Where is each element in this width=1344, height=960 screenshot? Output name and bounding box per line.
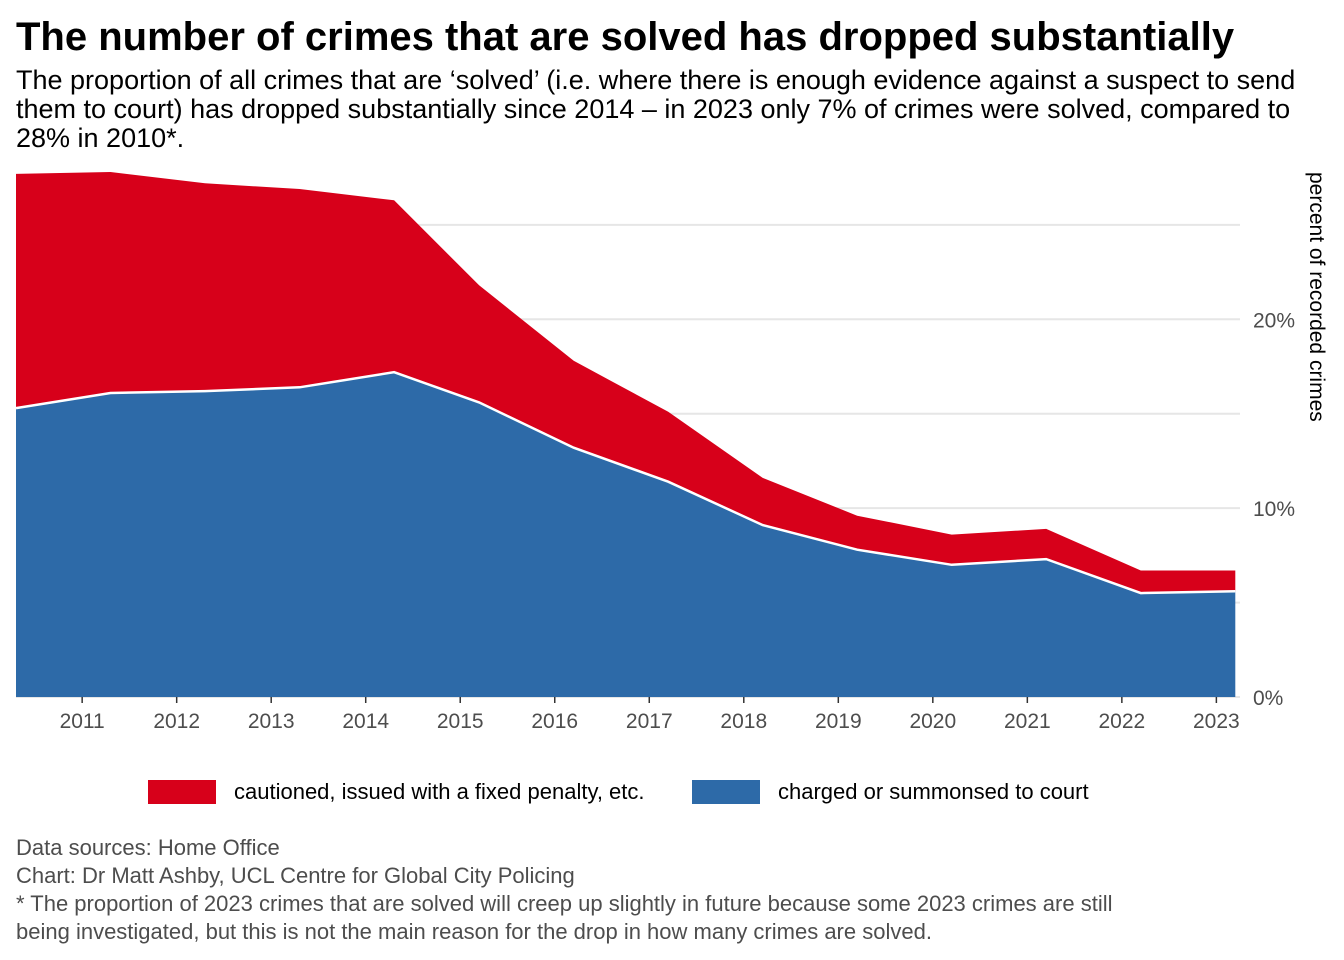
x-tick-label-2014: 2014 bbox=[342, 710, 389, 733]
legend: cautioned, issued with a fixed penalty, … bbox=[0, 772, 1344, 812]
area-charged bbox=[16, 372, 1236, 697]
x-tick-label-2020: 2020 bbox=[909, 710, 956, 733]
chart-title: The number of crimes that are solved has… bbox=[16, 15, 1235, 59]
chart-subtitle: The proportion of all crimes that are ‘s… bbox=[16, 65, 1296, 153]
area-cautioned bbox=[16, 172, 1236, 594]
y-axis-title: percent of recorded crimes bbox=[1305, 172, 1328, 422]
legend-swatch-charged bbox=[692, 780, 760, 804]
chart-caption: Data sources: Home Office Chart: Dr Matt… bbox=[16, 834, 1336, 946]
axis-layer: 2011 2012 2013 2014 2015 2016 2017 2018 2019 2020… bbox=[60, 172, 1328, 733]
y-tick-label-20%: 20% bbox=[1253, 309, 1295, 332]
legend-label-charged: charged or summonsed to court bbox=[778, 779, 1089, 804]
x-tick-label-2012: 2012 bbox=[153, 710, 200, 733]
x-tick-label-2013: 2013 bbox=[248, 710, 295, 733]
x-tick-label-2017: 2017 bbox=[626, 710, 673, 733]
series-boundary-line bbox=[15, 370, 1236, 595]
x-tick-label-2023: 2023 bbox=[1193, 710, 1240, 733]
x-tick-label-2015: 2015 bbox=[437, 710, 484, 733]
area-layer bbox=[15, 172, 1236, 697]
x-tick-label-2021: 2021 bbox=[1004, 710, 1051, 733]
x-tick-label-2022: 2022 bbox=[1098, 710, 1145, 733]
caption-chart-credit: Chart: Dr Matt Ashby, UCL Centre for Glo… bbox=[16, 863, 575, 888]
x-tick-label-2011: 2011 bbox=[60, 710, 105, 733]
y-tick-label-10%: 10% bbox=[1253, 498, 1295, 521]
legend-item-cautioned: cautioned, issued with a fixed penalty, … bbox=[148, 778, 645, 806]
y-tick-label-0%: 0% bbox=[1253, 687, 1283, 710]
legend-label-cautioned: cautioned, issued with a fixed penalty, … bbox=[234, 779, 645, 804]
x-tick-label-2016: 2016 bbox=[531, 710, 578, 733]
caption-footnote-line2: being investigated, but this is not the … bbox=[16, 919, 932, 944]
x-tick-label-2018: 2018 bbox=[720, 710, 767, 733]
stacked-area-chart: 2011 2012 2013 2014 2015 2016 2017 2018 2019 2020… bbox=[15, 172, 1328, 733]
caption-footnote-line1: * The proportion of 2023 crimes that are… bbox=[16, 891, 1113, 916]
legend-swatch-cautioned bbox=[148, 780, 216, 804]
x-tick-label-2019: 2019 bbox=[815, 710, 862, 733]
caption-data-sources: Data sources: Home Office bbox=[16, 835, 280, 860]
legend-item-charged: charged or summonsed to court bbox=[692, 778, 1089, 806]
